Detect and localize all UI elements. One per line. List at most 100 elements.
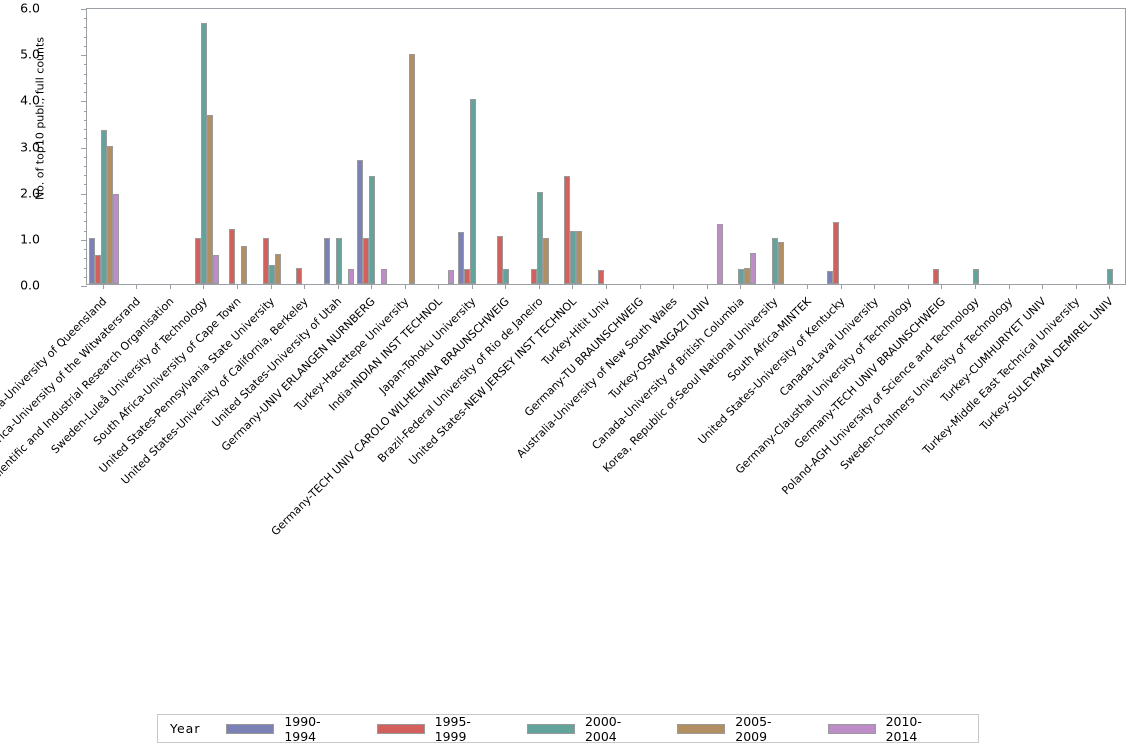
bar-group [424, 9, 455, 284]
bar[interactable] [530, 268, 537, 284]
bar[interactable] [750, 253, 757, 284]
legend-entry[interactable]: 2000-2004 [527, 714, 647, 744]
y-tick-minor-mark [83, 73, 87, 75]
bar-group [391, 9, 421, 284]
y-tick-minor-mark [83, 119, 87, 121]
plot-area [81, 8, 1126, 287]
bar[interactable] [598, 269, 604, 284]
x-tick-mark [203, 285, 205, 289]
x-tick-mark [538, 285, 540, 289]
bar[interactable] [274, 254, 281, 284]
bar[interactable] [497, 236, 504, 284]
y-tick-label: 5.0 [20, 46, 40, 62]
bar[interactable] [777, 242, 784, 284]
bar[interactable] [536, 191, 543, 284]
x-tick-mark [304, 285, 306, 289]
bar[interactable] [469, 99, 476, 284]
x-tick-mark [1008, 285, 1010, 289]
bar[interactable] [973, 268, 980, 284]
bar[interactable] [832, 221, 839, 284]
bar[interactable] [262, 237, 269, 284]
x-tick-mark [673, 285, 675, 289]
legend-label: 2000-2004 [584, 713, 622, 744]
bar[interactable] [357, 160, 364, 284]
x-tick-mark [639, 285, 641, 289]
x-tick-mark [874, 285, 876, 289]
x-tick-mark [606, 285, 607, 289]
bar-group [693, 9, 723, 284]
bar[interactable] [381, 268, 388, 284]
bar-group [156, 9, 186, 284]
bar[interactable] [576, 230, 583, 284]
bar[interactable] [100, 130, 107, 284]
x-tick-mark [102, 285, 104, 289]
y-tick-label: 3.0 [20, 139, 40, 154]
bar[interactable] [201, 23, 208, 284]
bar[interactable] [570, 230, 577, 284]
y-tick-minor-mark [83, 64, 87, 66]
bar[interactable] [228, 228, 235, 284]
bar[interactable] [106, 145, 113, 284]
bar[interactable] [716, 223, 723, 284]
bar[interactable] [369, 176, 376, 284]
bar-group [491, 9, 521, 284]
x-tick-mark [840, 285, 842, 289]
bar[interactable] [94, 255, 101, 284]
y-tick-mark [81, 239, 87, 241]
legend-title: Year [170, 721, 201, 736]
bar-group [793, 9, 823, 284]
legend-entry[interactable]: 1995-1999 [376, 714, 497, 744]
bar[interactable] [448, 270, 455, 284]
bar[interactable] [323, 237, 330, 284]
bar[interactable] [207, 114, 214, 284]
y-tick-label: 0.0 [20, 277, 40, 293]
bar[interactable] [1107, 268, 1114, 284]
bar-group [860, 9, 890, 284]
bar[interactable] [296, 267, 303, 284]
bar[interactable] [268, 265, 275, 284]
bar[interactable] [463, 268, 470, 284]
bar[interactable] [335, 237, 342, 284]
bar[interactable] [408, 53, 415, 284]
bar-group [760, 9, 790, 284]
bar[interactable] [744, 267, 751, 284]
y-tick-minor-mark [83, 184, 87, 186]
y-tick-label: 4.0 [20, 92, 40, 108]
bar[interactable] [240, 245, 247, 284]
bar[interactable] [112, 193, 119, 284]
legend-label: 2005-2009 [735, 713, 772, 744]
bar[interactable] [195, 237, 202, 284]
bar[interactable] [347, 268, 354, 284]
bar-group [290, 9, 320, 284]
legend-color-swatch [376, 723, 425, 734]
legend-entry[interactable]: 1990-1994 [226, 714, 346, 744]
bar[interactable] [542, 237, 549, 284]
bar[interactable] [826, 271, 833, 284]
bar[interactable] [771, 237, 778, 284]
y-tick-minor-mark [83, 36, 87, 38]
bar[interactable] [457, 231, 464, 284]
bar-group [189, 9, 220, 284]
legend-entry[interactable]: 2005-2009 [677, 714, 797, 744]
bar[interactable] [503, 268, 510, 284]
bar[interactable] [88, 237, 95, 284]
bar[interactable] [933, 268, 940, 284]
y-tick-minor-mark [83, 129, 87, 131]
x-tick-mark [1109, 285, 1111, 289]
bar-group [1062, 9, 1092, 284]
bar-group [257, 9, 287, 284]
bar[interactable] [564, 176, 571, 284]
bar[interactable] [363, 237, 370, 284]
legend-entry[interactable]: 2010-2014 [827, 714, 948, 744]
bar-group [1028, 9, 1058, 284]
bar-group [357, 9, 388, 284]
x-tick-mark [740, 285, 742, 289]
bar-group [626, 9, 656, 284]
bar[interactable] [213, 254, 220, 284]
bar-group [659, 9, 689, 284]
bar-group [457, 9, 488, 284]
x-tick-mark [236, 285, 238, 289]
y-tick-label: 2.0 [20, 185, 40, 201]
x-tick-mark [941, 285, 943, 289]
bar[interactable] [738, 268, 745, 284]
